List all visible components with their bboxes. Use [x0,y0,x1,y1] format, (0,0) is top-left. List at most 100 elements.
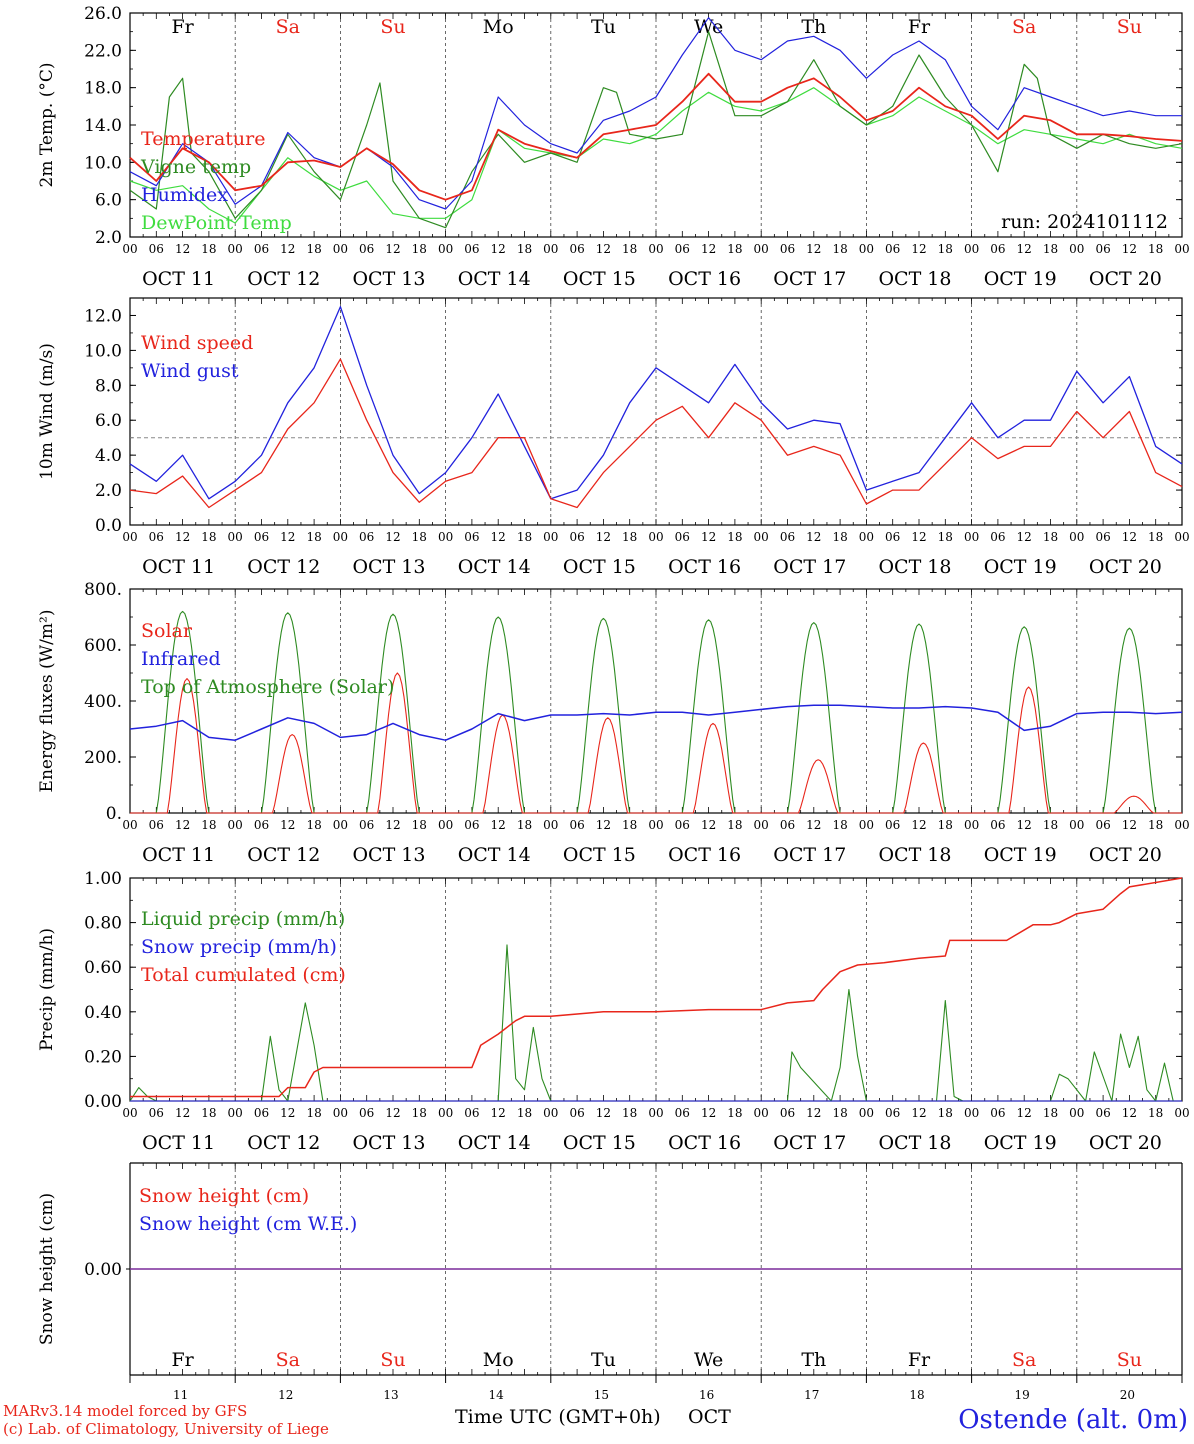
hour-tick-label: 06 [1095,242,1110,256]
series-line-temperature [129,72,1183,201]
hour-tick-label: 00 [754,242,769,256]
series-line-dewpoint-temp [129,87,1183,224]
model-credit: MARv3.14 model forced by GFS [3,1402,247,1420]
date-label: OCT 19 [984,844,1057,866]
hour-tick-label: 12 [1122,530,1137,544]
date-label: OCT 13 [352,268,425,290]
hour-tick-label: 06 [1095,530,1110,544]
day-of-week-label: Fr [171,1349,194,1371]
hour-tick-label: 00 [438,1106,453,1120]
y-tick-label: 26.0 [84,4,122,24]
hour-tick-label: 00 [754,530,769,544]
y-axis-label: Snow height (cm) [37,1193,57,1345]
hour-tick-label: 18 [832,1106,847,1120]
hour-tick-label: 18 [201,1106,216,1120]
day-of-week-label: Fr [171,16,194,38]
date-label: OCT 15 [563,556,636,578]
hour-tick-label: 18 [306,242,321,256]
hour-tick-label: 18 [832,818,847,832]
hour-tick-label: 00 [1174,530,1189,544]
date-label: OCT 12 [247,268,320,290]
y-tick-label: 12.0 [84,306,122,326]
hour-tick-label: 00 [333,818,348,832]
day-of-week-label: Sa [1012,1349,1036,1371]
hour-tick-label: 18 [938,530,953,544]
day-of-week-label: We [694,1349,723,1371]
date-label: OCT 12 [247,556,320,578]
y-tick-label: 0.0 [95,516,122,536]
legend-entry: Snow height (cm W.E.) [139,1213,357,1235]
hour-tick-label: 06 [780,818,795,832]
legend-entry: Wind gust [141,360,239,382]
hour-tick-label: 00 [754,818,769,832]
run-label: run: 2024101112 [1001,211,1168,233]
panel-5 [126,1162,1183,1376]
hour-tick-label: 00 [228,818,243,832]
hour-tick-label: 12 [911,818,926,832]
date-label: OCT 13 [352,844,425,866]
y-tick-label: 200. [84,748,122,768]
day-of-week-label: Sa [276,1349,300,1371]
y-tick-label: 14.0 [84,116,122,136]
hour-tick-label: 18 [938,818,953,832]
y-axis-label: 10m Wind (m/s) [37,343,57,480]
hour-tick-label: 06 [254,530,269,544]
y-tick-label: 1.00 [84,869,122,889]
date-label: OCT 12 [247,844,320,866]
date-label: OCT 17 [773,268,846,290]
y-tick-label: 10.0 [84,153,122,173]
y-tick-label: 0.00 [84,1260,122,1280]
hour-tick-label: 00 [648,530,663,544]
day-of-week-label: Mo [483,16,514,38]
y-axis-label: 2m Temp. (°C) [37,62,57,187]
hour-tick-label: 12 [1122,818,1137,832]
date-label: OCT 18 [878,844,951,866]
hour-tick-label: 12 [806,818,821,832]
y-tick-label: 400. [84,692,122,712]
date-label: OCT 20 [1089,556,1162,578]
hour-tick-label: 00 [333,530,348,544]
hour-tick-label: 06 [780,242,795,256]
legend-entry: Vigne temp [140,156,251,178]
hour-tick-label: 18 [517,242,532,256]
panel-3 [129,588,1183,814]
date-label: OCT 14 [458,556,531,578]
hour-tick-label: 12 [911,1106,926,1120]
date-label: OCT 17 [773,844,846,866]
date-label: OCT 19 [984,1132,1057,1154]
y-axis-label: Precip (mm/h) [37,928,57,1051]
y-axis-label: Energy fluxes (W/m²) [37,610,57,793]
hour-tick-label: 18 [938,1106,953,1120]
hour-tick-label: 00 [1174,1106,1189,1120]
hour-tick-label: 18 [1148,818,1163,832]
date-label: OCT 14 [458,268,531,290]
hour-tick-label: 06 [149,242,164,256]
hour-tick-label: 06 [885,818,900,832]
date-label: OCT 15 [563,1132,636,1154]
hour-tick-label: 06 [359,1106,374,1120]
date-label: OCT 16 [668,556,741,578]
hour-tick-label: 00 [648,242,663,256]
hour-tick-label: 12 [385,1106,400,1120]
hour-tick-label: 12 [1122,1106,1137,1120]
hour-tick-label: 18 [1148,242,1163,256]
hour-tick-label: 12 [175,242,190,256]
hour-tick-label: 06 [149,530,164,544]
hour-tick-label: 00 [543,242,558,256]
day-of-week-label: Sa [1012,16,1036,38]
day-of-week-label: Th [801,16,826,38]
day-of-week-label: Fr [908,1349,931,1371]
hour-tick-label: 12 [491,242,506,256]
hour-tick-label: 18 [727,530,742,544]
hour-tick-label: 06 [885,1106,900,1120]
hour-tick-label: 06 [359,818,374,832]
hour-tick-label: 06 [359,242,374,256]
series-line-solar [130,672,1182,814]
hour-tick-label: 12 [385,530,400,544]
day-number-label: 16 [699,1388,714,1402]
legend-entry: Total cumulated (cm) [141,964,346,986]
hour-tick-label: 06 [885,242,900,256]
hour-tick-label: 18 [832,530,847,544]
date-label: OCT 18 [878,556,951,578]
